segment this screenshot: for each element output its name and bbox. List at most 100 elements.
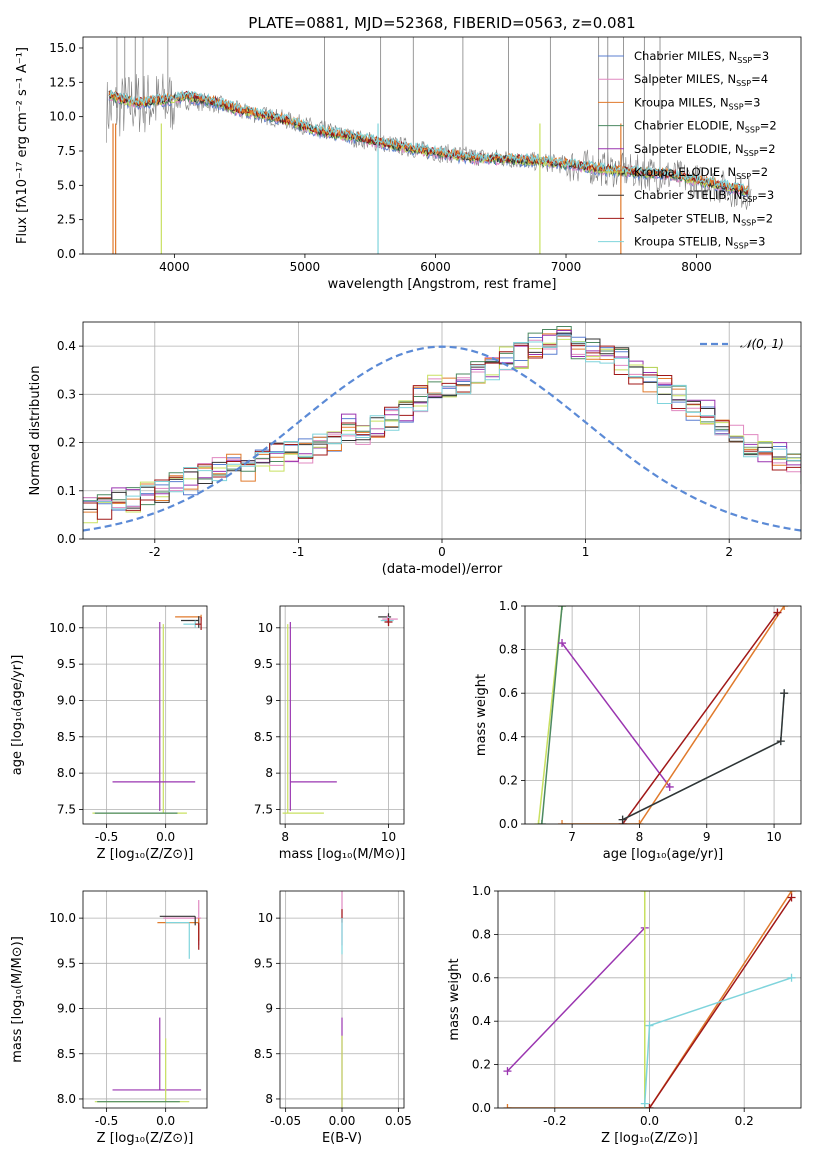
y-tick-label: 0.2 (499, 773, 518, 787)
x-axis-label: (data-model)/error (382, 562, 503, 577)
y-tick-label: 10.0 (49, 110, 76, 124)
y-axis-label: Flux [fλ10⁻¹⁷ erg cm⁻² s⁻¹ A⁻¹] (15, 47, 30, 244)
y-axis-label: mass weight (447, 958, 462, 1040)
x-tick-label: 5000 (290, 260, 321, 274)
weight-line (561, 642, 671, 788)
x-tick-label: 0 (438, 545, 446, 559)
x-tick-label: 4000 (159, 260, 190, 274)
axes-frame (82, 890, 208, 1109)
x-axis-label: mass [log₁₀(M/M⊙)] (279, 847, 406, 862)
weight-line (644, 977, 792, 1104)
weight-line (648, 897, 793, 1108)
y-axis-label: Normed distribution (28, 366, 43, 496)
y-axis-label: age [log₁₀(age/yr)] (10, 655, 25, 776)
residual-histogram (83, 334, 801, 539)
data-point (503, 1067, 512, 1076)
plot-area (94, 900, 202, 1103)
model-spectrum (108, 90, 749, 195)
y-tick-label: 8.0 (57, 1092, 76, 1106)
axes-frame (497, 890, 802, 1109)
data-point (776, 737, 785, 746)
age-vs-mass-panel: 8 10 7.5 8 8.5 9 9.5 10 mass [log₁₀(M/M⊙)] (254, 605, 406, 862)
x-tick-label: 8000 (681, 260, 712, 274)
data-point (787, 893, 796, 902)
y-tick-label: 0.0 (57, 532, 76, 546)
y-tick-label: 9.0 (57, 1002, 76, 1016)
weight-line (562, 606, 785, 824)
data-point (640, 891, 649, 895)
y-tick-label: 0.4 (472, 1014, 491, 1028)
chart-title: PLATE=0881, MJD=52368, FIBERID=0563, z=0… (248, 14, 635, 32)
x-tick-label: -0.5 (95, 1114, 118, 1128)
data-point (558, 820, 567, 824)
x-tick-label: -0.2 (543, 1114, 566, 1128)
legend-entry: Kroupa MILES, NSSP=3 (634, 95, 760, 111)
legend-entry: Salpeter MILES, NSSP=4 (634, 72, 768, 88)
y-tick-label: 0.2 (57, 436, 76, 450)
x-tick-label: 9 (703, 830, 711, 844)
data-point (787, 973, 796, 982)
data-point (503, 1104, 512, 1108)
y-tick-label: 0.4 (57, 339, 76, 353)
y-tick-label: 7.5 (57, 802, 76, 816)
data-point (635, 820, 644, 824)
y-tick-label: 9.5 (254, 956, 273, 970)
y-tick-label: 9.5 (254, 657, 273, 671)
residual-histogram (83, 335, 801, 539)
plot-area (503, 891, 796, 1108)
x-tick-label: 0.2 (735, 1114, 754, 1128)
legend-entry: Salpeter STELIB, NSSP=2 (634, 211, 773, 227)
y-tick-label: 7.5 (254, 802, 273, 816)
y-tick-label: 8 (265, 1092, 273, 1106)
mass-vs-ebv-panel: -0.05 0.00 0.05 8 8.5 9 9.5 10 E(B-V) (254, 890, 412, 1146)
y-tick-label: 9.5 (57, 956, 76, 970)
x-tick-label: 0.0 (156, 830, 175, 844)
x-tick-label: 8 (636, 830, 644, 844)
y-tick-label: 0.8 (472, 927, 491, 941)
y-tick-label: 0.0 (472, 1101, 491, 1115)
x-tick-label: 6000 (420, 260, 451, 274)
x-tick-label: 0.00 (329, 1114, 356, 1128)
y-tick-label: 0.1 (57, 484, 76, 498)
plot-area (92, 614, 202, 814)
y-tick-label: 8.5 (254, 730, 273, 744)
y-tick-label: 1.0 (472, 884, 491, 898)
data-point (665, 782, 674, 791)
data-point (558, 639, 567, 648)
legend-entry: 𝒩(0, 1) (740, 337, 784, 351)
x-tick-label: 8 (281, 830, 289, 844)
y-tick-label: 8.0 (57, 766, 76, 780)
plot-area (282, 613, 398, 814)
x-tick-label: 2 (725, 545, 733, 559)
data-point (780, 606, 789, 610)
x-axis-label: age [log₁₀(age/yr)] (603, 847, 724, 862)
y-tick-label: 10.0 (49, 911, 76, 925)
data-point (618, 815, 627, 824)
legend-entry: Kroupa ELODIE, NSSP=2 (634, 165, 768, 181)
x-tick-label: 0.0 (640, 1114, 659, 1128)
weight-vs-age-panel: 7 8 9 10 0.0 0.2 0.4 0.6 0.8 1.0 age [log₁₀(age/yr… (474, 599, 802, 862)
residual-histogram (83, 334, 801, 539)
x-tick-label: 10 (766, 830, 781, 844)
weight-line (506, 927, 646, 1072)
y-tick-label: 0.6 (472, 971, 491, 985)
mass-vs-z-panel: -0.5 0.0 8.0 8.5 9.0 9.5 10.0 Z [log₁₀(Z/Z⊙)] ma… (10, 890, 208, 1146)
weight-line (507, 891, 793, 1108)
y-tick-label: 10.0 (49, 621, 76, 635)
legend-entry: Chabrier MILES, NSSP=3 (634, 49, 769, 65)
axes-frame (279, 890, 405, 1109)
data-point (773, 608, 782, 617)
legend: Chabrier MILES, NSSP=3 Salpeter MILES, NS… (598, 49, 777, 251)
model-spectrum (108, 89, 749, 192)
y-tick-label: 9 (265, 1002, 273, 1016)
y-tick-label: 0.4 (499, 730, 518, 744)
legend: 𝒩(0, 1) (700, 337, 784, 351)
data-point (384, 617, 393, 626)
x-tick-label: 1 (582, 545, 590, 559)
x-tick-label: -1 (292, 545, 304, 559)
y-tick-label: 10 (258, 911, 273, 925)
y-axis-label: mass [log₁₀(M/M⊙)] (10, 936, 25, 1063)
y-tick-label: 9.5 (57, 657, 76, 671)
weight-vs-z-panel: -0.2 0.0 0.2 0.0 0.2 0.4 0.6 0.8 1.0 Z [log₁₀(Z/Z… (447, 884, 802, 1146)
legend-entry: Chabrier STELIB, NSSP=3 (634, 188, 774, 204)
